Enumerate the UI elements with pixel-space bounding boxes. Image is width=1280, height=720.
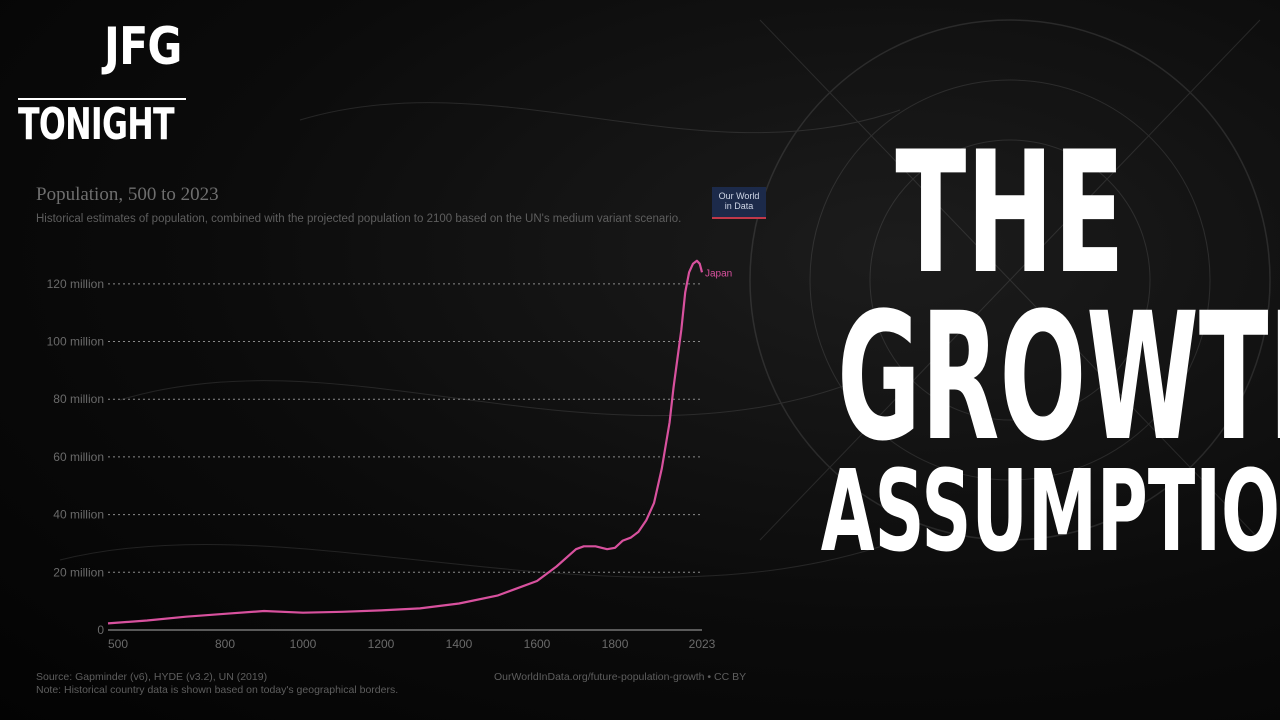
series-label-japan: Japan bbox=[705, 268, 732, 279]
source-line: Source: Gapminder (v6), HYDE (v3.2), UN … bbox=[36, 671, 268, 683]
x-tick-label: 500 bbox=[108, 637, 128, 651]
series-line-japan bbox=[107, 259, 704, 625]
x-tick-label: 1200 bbox=[368, 637, 395, 651]
our-world-in-data-badge: Our World in Data bbox=[712, 187, 766, 219]
x-tick-label: 1600 bbox=[524, 637, 551, 651]
gridlines bbox=[108, 283, 702, 631]
y-tick-labels: 0 20 million 40 million 60 million 80 millio… bbox=[47, 277, 105, 637]
x-tick-label: 1400 bbox=[446, 637, 473, 651]
y-tick-label: 20 million bbox=[53, 565, 104, 579]
headline-growth: GROWTH bbox=[837, 275, 1280, 480]
badge-line-2: in Data bbox=[724, 201, 754, 211]
source-url: OurWorldInData.org/future-population-gro… bbox=[494, 671, 747, 683]
chart-title: Population, 500 to 2023 bbox=[36, 184, 219, 205]
y-tick-label: 60 million bbox=[53, 450, 104, 464]
source-note: Source: Gapminder (v6), HYDE (v3.2), UN … bbox=[36, 671, 398, 697]
x-tick-label: 1000 bbox=[290, 637, 317, 651]
logo-divider bbox=[18, 98, 186, 100]
note-line: Note: Historical country data is shown b… bbox=[36, 684, 399, 696]
series-layer: Japan bbox=[107, 259, 732, 625]
headline-the: THE bbox=[895, 115, 1125, 311]
badge-line-1: Our World bbox=[718, 191, 760, 201]
y-tick-label: 40 million bbox=[53, 508, 104, 522]
x-tick-label: 800 bbox=[215, 637, 235, 651]
x-tick-label: 2023 bbox=[689, 637, 716, 651]
x-tick-labels: 500 800 1000 1200 1400 1600 1800 2023 bbox=[108, 637, 716, 651]
x-tick-label: 1800 bbox=[602, 637, 629, 651]
logo-jfg: JFG bbox=[104, 17, 182, 77]
y-tick-label: 80 million bbox=[53, 392, 104, 406]
y-tick-label: 120 million bbox=[47, 277, 104, 291]
jfg-tonight-logo: JFG TONIGHT bbox=[18, 17, 186, 148]
logo-tonight: TONIGHT bbox=[18, 99, 175, 150]
y-tick-label: 100 million bbox=[47, 335, 104, 349]
chart-subtitle: Historical estimates of population, comb… bbox=[36, 213, 682, 225]
headline-assumption: ASSUMPTION bbox=[820, 447, 1280, 577]
y-tick-label: 0 bbox=[97, 623, 104, 637]
